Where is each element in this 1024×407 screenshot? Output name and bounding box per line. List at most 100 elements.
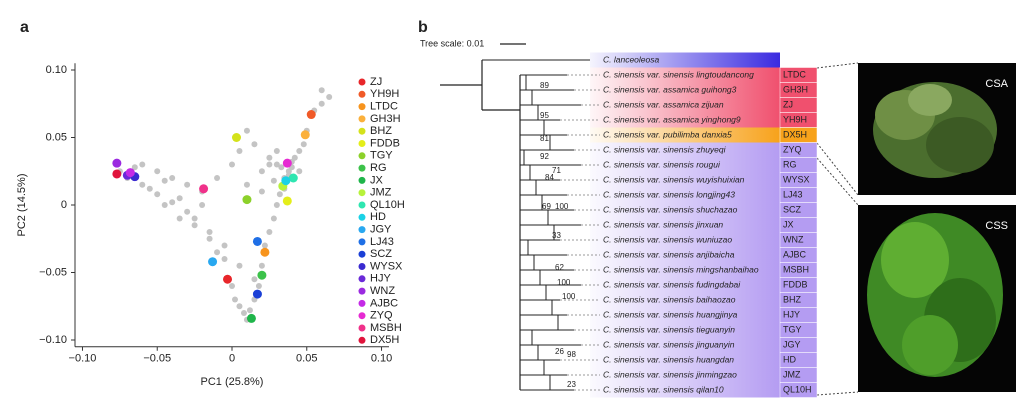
point bbox=[112, 169, 122, 179]
point bbox=[112, 158, 122, 168]
connector bbox=[816, 391, 859, 396]
point bbox=[229, 161, 235, 168]
point bbox=[318, 100, 325, 107]
clade-band bbox=[590, 97, 780, 113]
point bbox=[236, 148, 243, 154]
point bbox=[258, 188, 265, 195]
point bbox=[214, 175, 221, 181]
leaf-code: BHZ bbox=[783, 294, 802, 304]
clade-band bbox=[590, 157, 780, 173]
point bbox=[139, 181, 146, 188]
point bbox=[270, 177, 277, 184]
point bbox=[326, 94, 333, 100]
point bbox=[273, 148, 280, 154]
point bbox=[221, 256, 228, 262]
point bbox=[131, 164, 138, 171]
x-tick-label: 0.05 bbox=[296, 353, 317, 365]
point bbox=[214, 249, 221, 256]
point bbox=[236, 303, 243, 310]
leaf-code: WYSX bbox=[783, 174, 810, 184]
legend-marker bbox=[358, 336, 366, 344]
point bbox=[208, 257, 218, 267]
leaf-label: C. sinensis var. sinensis jinmingzao bbox=[603, 369, 737, 379]
clade-band bbox=[590, 382, 780, 398]
point bbox=[257, 270, 267, 280]
legend-label: AJBC bbox=[370, 297, 398, 309]
point bbox=[243, 127, 250, 134]
leaf-label: C. sinensis var. sinensis huangdan bbox=[603, 354, 734, 364]
clade-band bbox=[590, 202, 780, 218]
bootstrap-label: 23 bbox=[567, 380, 576, 389]
point bbox=[154, 168, 161, 175]
leaf-label: C. sinensis var. sinensis shuchazao bbox=[603, 204, 738, 214]
leaf-label: C. sinensis var. sinensis qilan10 bbox=[603, 384, 724, 394]
point bbox=[251, 276, 258, 283]
connector bbox=[816, 157, 859, 206]
clade-band bbox=[590, 52, 780, 68]
point bbox=[282, 196, 292, 206]
legend-label: JGY bbox=[370, 224, 392, 236]
point bbox=[246, 313, 256, 323]
x-axis-title: PC1 (25.8%) bbox=[201, 376, 264, 388]
point bbox=[139, 161, 146, 168]
leaf-label: C. sinensis var. sinensis wuniuzao bbox=[603, 234, 732, 244]
legend-label: ZYQ bbox=[370, 310, 393, 322]
leaf-code: JGY bbox=[783, 339, 801, 349]
clade-band bbox=[590, 262, 780, 278]
leaf-label: C. lanceoleosa bbox=[603, 54, 660, 64]
leaf-label: C. sinensis var. sinensis mingshanbaihao bbox=[603, 264, 759, 274]
leaf-code: HJY bbox=[783, 309, 800, 319]
y-tick-label: 0.05 bbox=[46, 131, 67, 143]
point bbox=[231, 133, 241, 142]
point bbox=[318, 87, 325, 94]
clade-band bbox=[590, 232, 780, 248]
point bbox=[199, 202, 206, 208]
leaf-code: ZJ bbox=[783, 99, 793, 109]
point bbox=[231, 296, 238, 303]
bootstrap-label: 100 bbox=[557, 278, 571, 287]
leaf-code: LTDC bbox=[783, 69, 806, 79]
point bbox=[246, 307, 253, 314]
leaf-label: C. sinensis var. assamica guihong3 bbox=[603, 84, 737, 94]
point bbox=[252, 236, 262, 246]
clade-band bbox=[590, 67, 780, 83]
photo-label: CSA bbox=[985, 78, 1008, 90]
bootstrap-label: 81 bbox=[540, 134, 549, 143]
legend-label: JMZ bbox=[370, 187, 392, 199]
point bbox=[276, 191, 283, 198]
point bbox=[266, 154, 273, 161]
leaf-code: WNZ bbox=[783, 234, 804, 244]
x-tick-label: 0 bbox=[229, 353, 235, 365]
point bbox=[236, 262, 243, 269]
legend-label: WYSX bbox=[370, 260, 403, 272]
bootstrap-label: 89 bbox=[540, 81, 549, 90]
leaf-code: ZYQ bbox=[783, 144, 802, 154]
clade-band bbox=[590, 112, 780, 128]
legend-marker bbox=[358, 324, 366, 332]
leaf-code: MSBH bbox=[783, 264, 809, 274]
legend-label: YH9H bbox=[370, 88, 399, 100]
connector bbox=[816, 142, 859, 196]
clade-band bbox=[590, 322, 780, 338]
leaf-code: YH9H bbox=[783, 114, 807, 124]
point bbox=[191, 222, 198, 229]
legend-label: JX bbox=[370, 174, 384, 186]
point bbox=[243, 181, 250, 188]
clade-band bbox=[590, 172, 780, 188]
bootstrap-label: 98 bbox=[567, 350, 576, 359]
point bbox=[278, 164, 285, 171]
point bbox=[206, 229, 213, 235]
point bbox=[258, 262, 265, 269]
legend-marker bbox=[358, 213, 366, 221]
y-tick-label: 0 bbox=[61, 199, 67, 211]
leaf-code: JX bbox=[783, 219, 794, 229]
legend-marker bbox=[358, 176, 366, 184]
clade-band bbox=[590, 142, 780, 158]
clade-band bbox=[590, 82, 780, 98]
point bbox=[184, 208, 191, 215]
legend-marker bbox=[358, 312, 366, 320]
point bbox=[273, 161, 280, 168]
y-tick-label: −0.10 bbox=[39, 334, 67, 346]
leaf-code: JMZ bbox=[783, 369, 801, 379]
